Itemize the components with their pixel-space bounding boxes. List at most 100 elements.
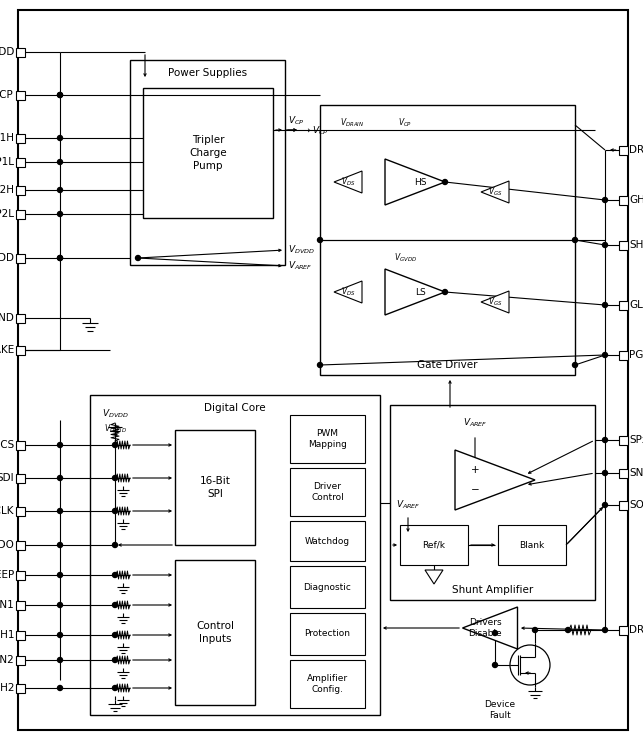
- Bar: [340, 85, 595, 355]
- Text: $V_{DVDD}$: $V_{DVDD}$: [104, 422, 127, 435]
- Circle shape: [113, 603, 118, 607]
- Circle shape: [57, 685, 62, 691]
- Circle shape: [113, 509, 118, 514]
- Text: SDO: SDO: [0, 540, 14, 550]
- Text: SOx: SOx: [629, 500, 643, 510]
- Bar: [15, 441, 24, 450]
- Text: Driver
Control: Driver Control: [311, 482, 344, 502]
- Text: GND: GND: [0, 313, 14, 323]
- Text: Blank: Blank: [520, 540, 545, 550]
- Text: $V_{AREF}$: $V_{AREF}$: [288, 259, 312, 272]
- Bar: [175, 430, 255, 545]
- Text: +: +: [471, 465, 479, 475]
- Circle shape: [57, 603, 62, 607]
- Text: IN4/PH2: IN4/PH2: [0, 683, 14, 693]
- Text: Shunt Amplifier: Shunt Amplifier: [452, 585, 533, 595]
- Bar: [290, 613, 365, 655]
- Bar: [619, 500, 628, 509]
- Text: GHx: GHx: [629, 195, 643, 205]
- Bar: [400, 525, 468, 565]
- Circle shape: [57, 509, 62, 514]
- Bar: [15, 91, 24, 99]
- Text: $V_{DS}$: $V_{DS}$: [341, 175, 356, 188]
- Bar: [15, 473, 24, 483]
- Bar: [15, 133, 24, 142]
- Bar: [143, 88, 273, 218]
- Text: DVDD: DVDD: [0, 253, 14, 263]
- Bar: [15, 601, 24, 609]
- Text: PGNDx: PGNDx: [629, 350, 643, 360]
- Bar: [175, 560, 255, 705]
- Circle shape: [602, 470, 608, 475]
- Circle shape: [602, 438, 608, 442]
- Bar: [15, 570, 24, 579]
- Text: Amplifier
Config.: Amplifier Config.: [307, 674, 348, 694]
- Polygon shape: [385, 269, 445, 315]
- Bar: [15, 655, 24, 665]
- Circle shape: [113, 542, 118, 548]
- Bar: [290, 660, 365, 708]
- Circle shape: [57, 657, 62, 663]
- Text: −: −: [471, 485, 480, 495]
- Circle shape: [318, 363, 323, 368]
- Bar: [619, 301, 628, 310]
- Circle shape: [602, 198, 608, 203]
- Text: SDI: SDI: [0, 473, 14, 483]
- Circle shape: [57, 159, 62, 164]
- Bar: [90, 395, 380, 715]
- Polygon shape: [334, 171, 362, 193]
- Bar: [320, 105, 575, 375]
- Circle shape: [57, 256, 62, 260]
- Bar: [619, 469, 628, 478]
- Circle shape: [57, 475, 62, 481]
- Bar: [619, 436, 628, 444]
- Text: CP2H: CP2H: [0, 185, 14, 195]
- Circle shape: [442, 180, 448, 184]
- Text: LS: LS: [415, 287, 426, 296]
- Circle shape: [57, 442, 62, 447]
- Bar: [130, 60, 285, 265]
- Bar: [15, 506, 24, 515]
- Bar: [619, 351, 628, 360]
- Bar: [15, 209, 24, 218]
- Circle shape: [57, 256, 62, 260]
- Text: $V_{GS}$: $V_{GS}$: [487, 186, 502, 198]
- Text: PVDD: PVDD: [0, 47, 14, 57]
- Circle shape: [57, 573, 62, 578]
- Polygon shape: [481, 291, 509, 313]
- Text: CP1L: CP1L: [0, 157, 14, 167]
- Polygon shape: [425, 570, 443, 584]
- Bar: [619, 145, 628, 155]
- Circle shape: [136, 256, 141, 260]
- Text: IN3/EN2: IN3/EN2: [0, 655, 14, 665]
- Bar: [15, 47, 24, 57]
- Text: CP1H: CP1H: [0, 133, 14, 143]
- Circle shape: [57, 93, 62, 97]
- Bar: [15, 540, 24, 550]
- Polygon shape: [455, 450, 535, 510]
- Bar: [335, 90, 590, 360]
- Circle shape: [57, 93, 62, 97]
- Polygon shape: [481, 181, 509, 203]
- Text: DRAIN: DRAIN: [629, 145, 643, 155]
- Circle shape: [113, 442, 118, 447]
- Text: $V_{GS}$: $V_{GS}$: [487, 296, 502, 308]
- Text: Device
Fault: Device Fault: [484, 700, 516, 720]
- Bar: [619, 626, 628, 635]
- Circle shape: [57, 632, 62, 638]
- Text: IN2/PH1: IN2/PH1: [0, 630, 14, 640]
- Text: $\rightarrow V_{CP}$: $\rightarrow V_{CP}$: [301, 125, 329, 137]
- Text: Control
Inputs: Control Inputs: [196, 621, 234, 644]
- Text: $V_{DS}$: $V_{DS}$: [341, 286, 356, 298]
- Circle shape: [57, 542, 62, 548]
- Text: Digital Core: Digital Core: [204, 403, 266, 413]
- Bar: [15, 630, 24, 640]
- Circle shape: [493, 663, 498, 668]
- Text: nSCS: nSCS: [0, 440, 14, 450]
- Circle shape: [113, 573, 118, 578]
- Bar: [15, 158, 24, 167]
- Text: SCLK: SCLK: [0, 506, 14, 516]
- Bar: [15, 683, 24, 693]
- Circle shape: [532, 627, 538, 632]
- Circle shape: [572, 237, 577, 242]
